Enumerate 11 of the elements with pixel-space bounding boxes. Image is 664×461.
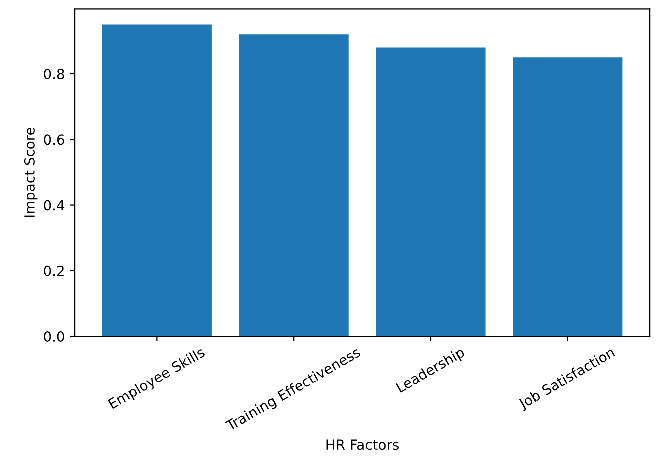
y-tick-label: 0.2 [44, 266, 64, 276]
y-tick-label: 0.6 [44, 134, 64, 146]
bar [513, 58, 623, 337]
y-axis-title: Impact Score [24, 128, 38, 218]
bar [102, 24, 212, 337]
bar [376, 48, 486, 337]
y-tick-label: 0.4 [44, 200, 65, 211]
y-tick-label: 0.0 [44, 332, 64, 342]
y-tick-label: 0.8 [44, 68, 64, 80]
x-axis-title: HR Factors [326, 440, 399, 450]
bar [239, 34, 349, 337]
